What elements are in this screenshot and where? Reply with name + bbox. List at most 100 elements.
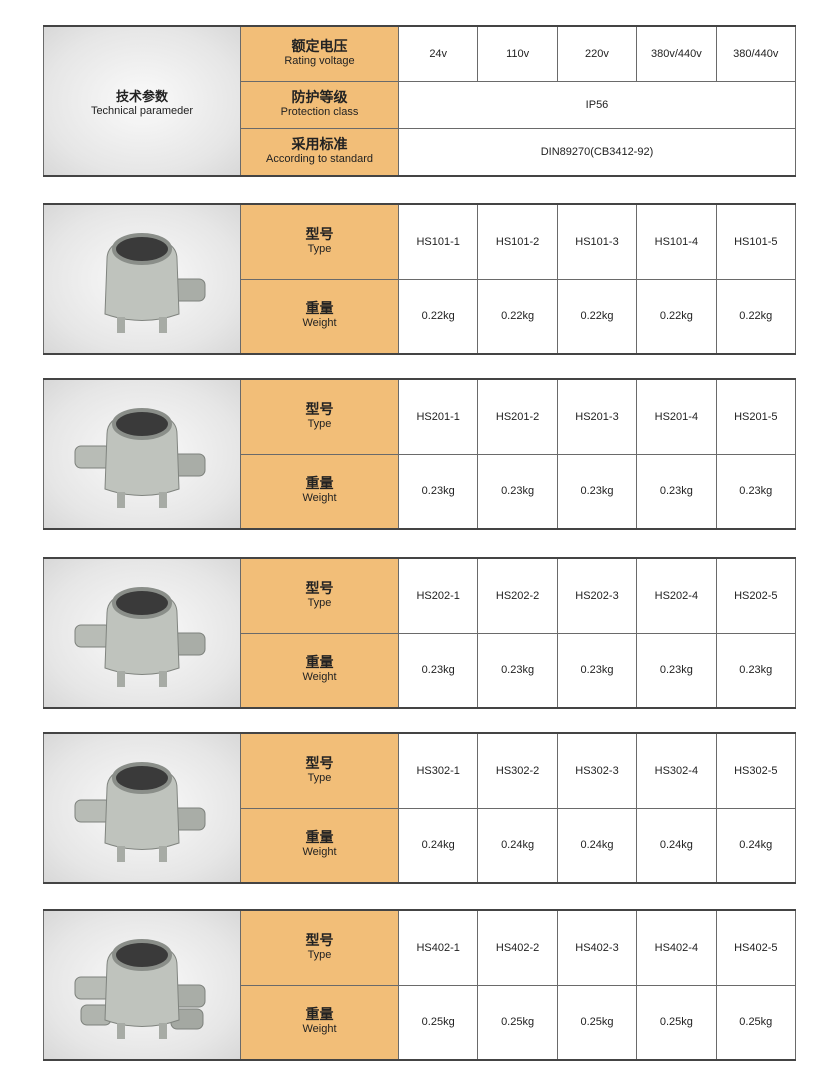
product-image-cell	[43, 378, 241, 530]
label-en: Weight	[302, 846, 337, 859]
product-image	[74, 587, 206, 687]
weight-value: 0.22kg	[636, 278, 717, 355]
type-value: HS402-5	[715, 909, 797, 986]
product-table: 型号 Type HS101-1 HS101-2 HS101-3 HS101-4 HS101-…	[43, 203, 797, 355]
label-zh: 重量	[305, 829, 334, 846]
weight-value: 0.22kg	[715, 278, 797, 355]
voltage-value: 24v	[397, 25, 479, 82]
label-zh: 防护等级	[291, 88, 348, 105]
type-value: HS201-3	[556, 378, 638, 455]
label-zh: 型号	[305, 400, 334, 417]
type-value: HS101-2	[477, 203, 558, 280]
weight-value: 0.24kg	[636, 807, 717, 884]
label-en: Weight	[302, 671, 337, 684]
technical-title-zh: 技术参数	[115, 88, 168, 104]
weight-value: 0.24kg	[556, 807, 638, 884]
label-en: Protection class	[280, 105, 359, 118]
weight-value: 0.22kg	[477, 278, 558, 355]
label-en: Rating voltage	[284, 54, 355, 67]
label-en: Type	[307, 596, 332, 609]
weight-value: 0.24kg	[715, 807, 797, 884]
technical-title-en: Technical parameder	[90, 104, 194, 117]
protection-class-value: IP56	[398, 80, 796, 129]
weight-value: 0.23kg	[556, 632, 638, 709]
weight-label: 重量 Weight	[240, 632, 399, 709]
label-en: Weight	[302, 317, 337, 330]
voltage-value: 110v	[477, 25, 558, 82]
product-image-cell	[43, 909, 241, 1061]
weight-value: 0.25kg	[477, 984, 558, 1061]
type-label: 型号 Type	[240, 557, 399, 634]
product-image	[74, 939, 206, 1039]
weight-value: 0.23kg	[556, 453, 638, 530]
product-image	[104, 233, 206, 333]
weight-value: 0.25kg	[556, 984, 638, 1061]
weight-value: 0.25kg	[715, 984, 797, 1061]
type-value: HS201-1	[397, 378, 479, 455]
type-value: HS402-2	[477, 909, 558, 986]
protection-class-label: 防护等级 Protection class	[240, 80, 399, 129]
label-zh: 型号	[305, 579, 334, 596]
type-value: HS101-5	[715, 203, 797, 280]
type-value: HS201-5	[715, 378, 797, 455]
weight-value: 0.23kg	[636, 632, 717, 709]
product-image-cell	[43, 557, 241, 709]
type-value: HS302-1	[397, 732, 479, 809]
standard-value: DIN89270(CB3412-92)	[398, 127, 796, 177]
label-en: Type	[307, 771, 332, 784]
product-image-cell	[43, 732, 241, 884]
weight-value: 0.23kg	[397, 453, 479, 530]
weight-value: 0.24kg	[477, 807, 558, 884]
label-en: Type	[307, 948, 332, 961]
type-label: 型号 Type	[240, 203, 399, 280]
weight-value: 0.22kg	[556, 278, 638, 355]
weight-value: 0.22kg	[397, 278, 479, 355]
product-table: 型号 Type HS402-1 HS402-2 HS402-3 HS402-4 HS402-…	[43, 909, 797, 1061]
label-zh: 型号	[305, 225, 334, 242]
type-value: HS302-2	[477, 732, 558, 809]
type-label: 型号 Type	[240, 378, 399, 455]
type-value: HS302-5	[715, 732, 797, 809]
type-value: HS202-2	[477, 557, 558, 634]
weight-value: 0.23kg	[636, 453, 717, 530]
weight-label: 重量 Weight	[240, 984, 399, 1061]
technical-parameter-table: 技术参数 Technical parameder 额定电压 Rating volt…	[43, 25, 797, 177]
weight-value: 0.25kg	[397, 984, 479, 1061]
weight-value: 0.24kg	[397, 807, 479, 884]
type-value: HS201-4	[636, 378, 717, 455]
product-table: 型号 Type HS201-1 HS201-2 HS201-3 HS201-4 HS201-…	[43, 378, 797, 530]
label-zh: 重量	[305, 300, 334, 317]
weight-label: 重量 Weight	[240, 807, 399, 884]
weight-value: 0.23kg	[477, 453, 558, 530]
type-value: HS402-3	[556, 909, 638, 986]
label-en: Weight	[302, 1023, 337, 1036]
label-en: Weight	[302, 492, 337, 505]
technical-title-cell: 技术参数 Technical parameder	[43, 25, 241, 177]
product-image	[74, 762, 206, 862]
weight-value: 0.23kg	[477, 632, 558, 709]
type-value: HS202-3	[556, 557, 638, 634]
type-value: HS302-3	[556, 732, 638, 809]
type-value: HS302-4	[636, 732, 717, 809]
weight-value: 0.23kg	[715, 453, 797, 530]
weight-value: 0.23kg	[715, 632, 797, 709]
type-value: HS202-1	[397, 557, 479, 634]
product-image-cell	[43, 203, 241, 355]
type-value: HS202-4	[636, 557, 717, 634]
weight-label: 重量 Weight	[240, 278, 399, 355]
type-value: HS101-1	[397, 203, 479, 280]
type-value: HS101-3	[556, 203, 638, 280]
label-zh: 型号	[305, 931, 334, 948]
label-zh: 型号	[305, 754, 334, 771]
label-zh: 重量	[305, 475, 334, 492]
weight-value: 0.25kg	[636, 984, 717, 1061]
standard-label: 采用标准 According to standard	[240, 127, 399, 177]
label-en: Type	[307, 242, 332, 255]
type-value: HS202-5	[715, 557, 797, 634]
label-en: Type	[307, 417, 332, 430]
voltage-value: 220v	[556, 25, 638, 82]
label-zh: 额定电压	[291, 37, 348, 54]
type-value: HS402-1	[397, 909, 479, 986]
voltage-value: 380v/440v	[636, 25, 717, 82]
type-value: HS101-4	[636, 203, 717, 280]
